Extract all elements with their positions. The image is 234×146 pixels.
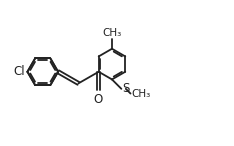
Text: O: O [94,93,103,106]
Text: CH₃: CH₃ [132,89,151,99]
Text: CH₃: CH₃ [102,28,122,38]
Text: S: S [122,82,129,95]
Text: Cl: Cl [14,65,26,78]
